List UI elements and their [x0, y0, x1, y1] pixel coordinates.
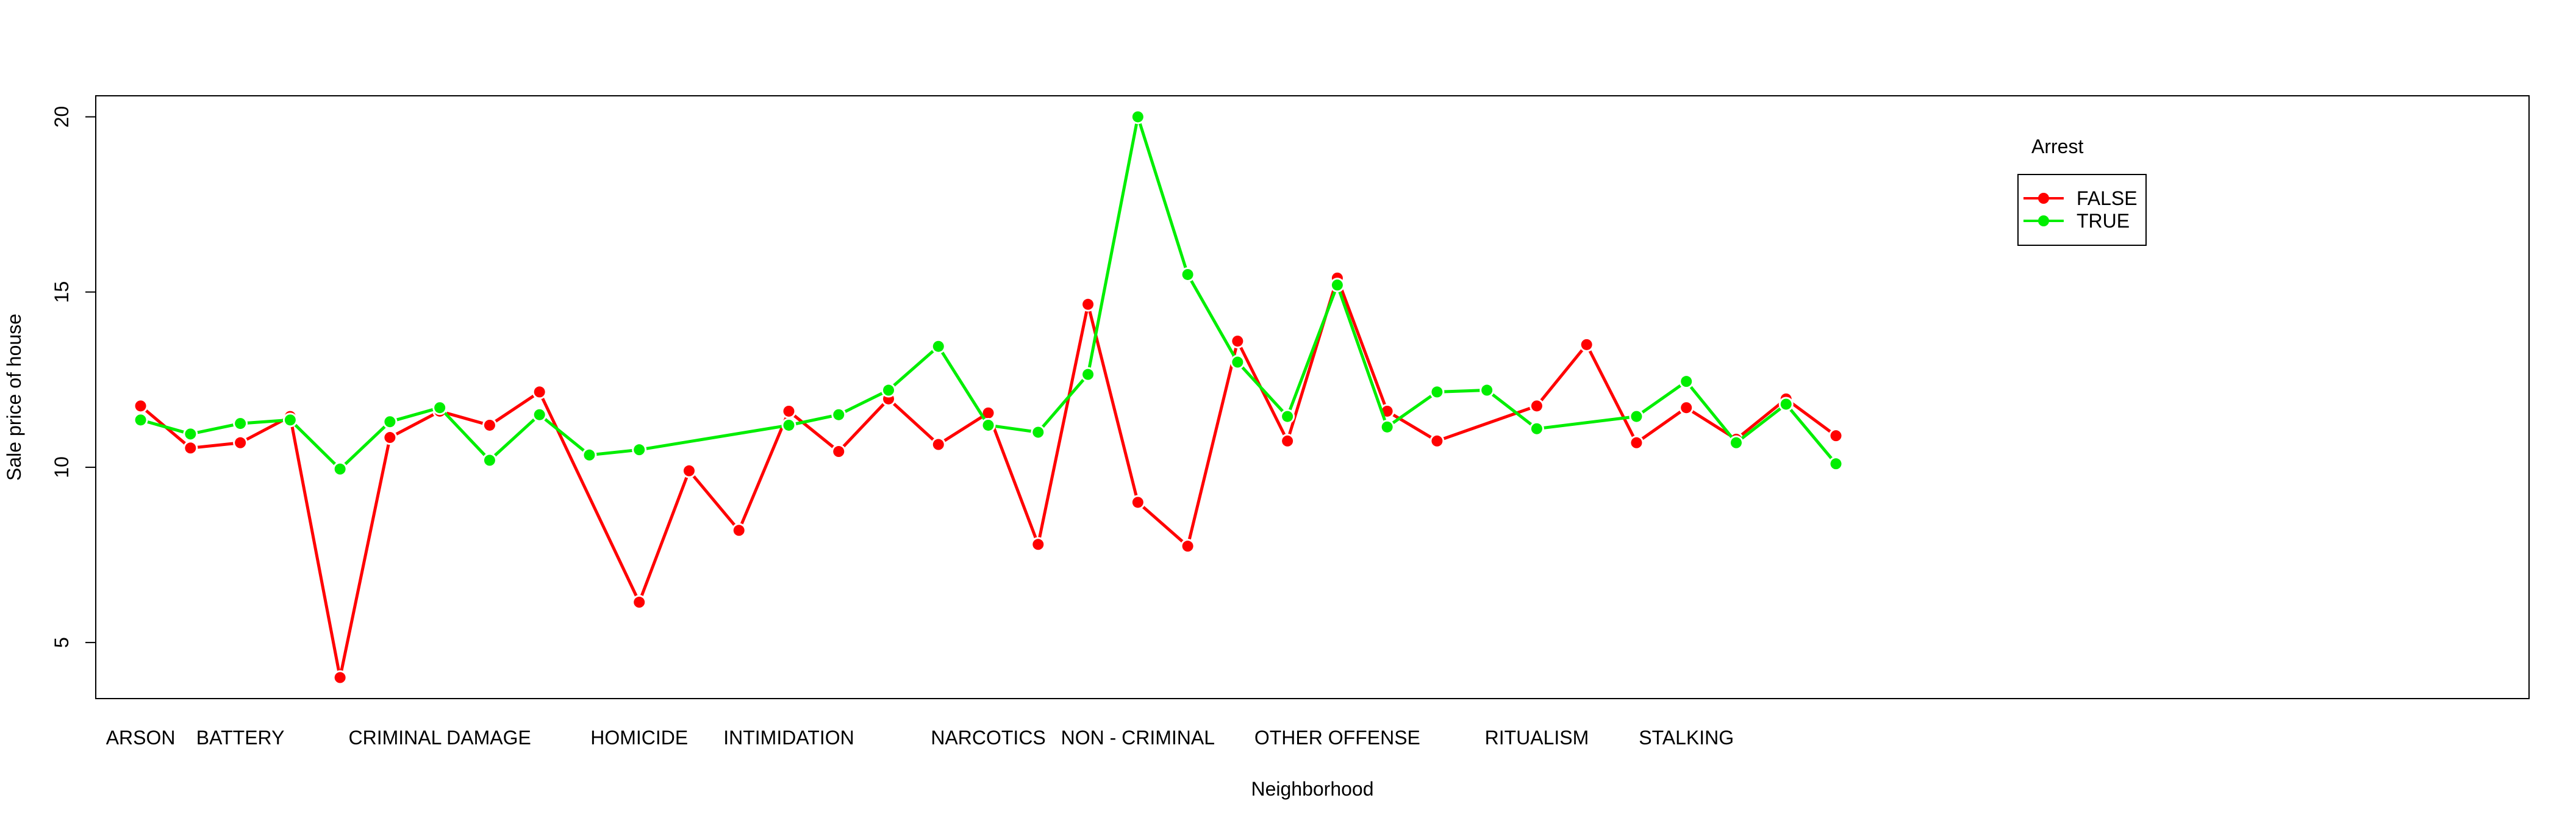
data-point [1730, 437, 1742, 448]
series-true [133, 109, 1844, 477]
x-category-label: INTIMIDATION [723, 727, 854, 749]
y-tick-label: 15 [51, 281, 73, 303]
series-line [140, 115, 1837, 471]
x-axis: ARSON BATTERY CRIMINAL DAMAGE HOMICIDE INTIM… [106, 727, 1734, 749]
data-point [185, 442, 196, 454]
data-point [1531, 423, 1542, 434]
data-point [1082, 298, 1094, 310]
data-point [833, 409, 845, 420]
data-point [982, 419, 994, 431]
data-point [135, 400, 146, 412]
x-category-label: STALKING [1639, 727, 1734, 749]
data-point [783, 419, 795, 431]
data-point [1531, 400, 1542, 412]
legend-marker [2038, 193, 2049, 204]
x-category-label: ARSON [106, 727, 176, 749]
data-point [833, 446, 845, 458]
x-category-label: NON - CRIMINAL [1061, 727, 1215, 749]
data-point [1431, 435, 1443, 447]
y-axis-title: Sale price of house [3, 314, 25, 481]
data-point [434, 402, 446, 414]
data-point [1232, 336, 1243, 347]
data-point [1381, 405, 1393, 417]
data-point [1032, 426, 1044, 438]
data-point [135, 414, 146, 426]
y-tick-label: 5 [51, 637, 73, 648]
data-point [1132, 111, 1143, 123]
data-point [384, 416, 396, 428]
data-point [484, 455, 495, 466]
legend-box [2017, 174, 2147, 246]
data-point [1830, 458, 1842, 470]
data-point [1182, 268, 1193, 280]
data-point [1381, 421, 1393, 433]
data-point [284, 414, 296, 426]
y-axis: 5 10 15 20 [51, 106, 96, 648]
data-point [534, 386, 545, 398]
data-point [384, 432, 396, 444]
x-category-label: BATTERY [196, 727, 285, 749]
data-point [534, 409, 545, 420]
data-point [334, 672, 346, 683]
data-point [1481, 384, 1493, 396]
plot-frame [95, 95, 2530, 699]
data-point [932, 439, 944, 450]
data-point [185, 428, 196, 440]
data-point [235, 437, 246, 448]
legend-entry-true: TRUE [2023, 210, 2130, 232]
data-point [1032, 539, 1044, 550]
data-point [1082, 369, 1094, 380]
data-point [1232, 356, 1243, 368]
y-tick-label: 20 [51, 106, 73, 128]
data-point [1282, 411, 1293, 422]
data-point [584, 449, 595, 461]
data-point [1681, 402, 1692, 414]
data-point [1631, 437, 1642, 448]
legend-marker [2038, 215, 2049, 226]
data-point [1830, 430, 1842, 442]
data-point [235, 418, 246, 430]
data-point [932, 340, 944, 352]
y-tick-label: 10 [51, 456, 73, 478]
data-point [484, 419, 495, 431]
series-false [133, 270, 1844, 685]
x-category-label: RITUALISM [1485, 727, 1589, 749]
x-category-label: OTHER OFFENSE [1254, 727, 1420, 749]
x-category-label: HOMICIDE [590, 727, 688, 749]
x-axis-title: Neighborhood [1251, 778, 1373, 800]
series-layer [133, 109, 1844, 685]
data-point [634, 444, 645, 456]
data-point [1631, 411, 1642, 422]
data-point [1182, 541, 1193, 552]
data-point [634, 597, 645, 608]
data-point [334, 463, 346, 475]
legend-label: TRUE [2077, 210, 2130, 232]
series-line [139, 276, 1837, 679]
data-point [783, 405, 795, 417]
data-point [1581, 339, 1592, 350]
data-point [982, 407, 994, 419]
x-category-label: NARCOTICS [931, 727, 1045, 749]
legend-label: FALSE [2077, 187, 2138, 209]
data-point [683, 465, 695, 477]
legend-entry-false: FALSE [2023, 187, 2138, 209]
data-point [1331, 279, 1343, 291]
data-point [1780, 398, 1792, 410]
data-point [1681, 376, 1692, 387]
data-point [733, 525, 745, 536]
data-point [1282, 435, 1293, 447]
data-point [1431, 386, 1443, 398]
legend-title: Arrest [2031, 135, 2083, 157]
data-point [883, 384, 895, 396]
x-category-label: CRIMINAL DAMAGE [349, 727, 531, 749]
data-point [1132, 497, 1143, 508]
